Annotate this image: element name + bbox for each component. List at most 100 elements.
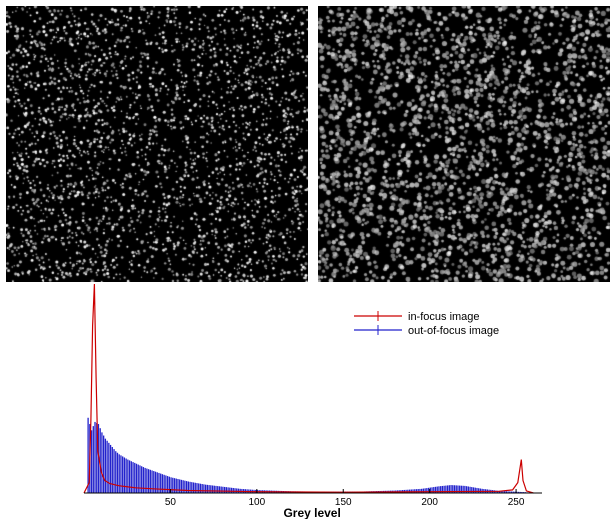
out-of-focus-bar <box>476 487 478 493</box>
out-of-focus-bar <box>450 485 452 493</box>
out-of-focus-bar <box>106 440 108 493</box>
out-of-focus-bar <box>96 422 98 493</box>
out-of-focus-bar <box>469 486 471 493</box>
out-of-focus-bar <box>505 491 508 493</box>
out-of-focus-bar <box>120 455 122 493</box>
out-of-focus-bar <box>464 485 466 493</box>
out-of-focus-bar <box>514 491 516 493</box>
out-of-focus-bar <box>459 485 461 493</box>
out-of-focus-bar <box>227 487 229 493</box>
out-of-focus-bar <box>87 417 89 493</box>
out-of-focus-bar <box>210 485 212 493</box>
x-tick-label: 50 <box>165 497 177 508</box>
out-of-focus-bar <box>503 491 506 493</box>
grey-level-histogram: 50 100 150 200 250 Grey level in-focus image… <box>83 283 542 519</box>
out-of-focus-bar <box>453 485 456 493</box>
out-of-focus-bar <box>457 485 459 493</box>
x-ticks: 50 100 150 200 250 <box>165 489 525 508</box>
out-of-focus-bar <box>192 482 195 493</box>
in-focus-line <box>83 283 534 494</box>
x-tick-label: 100 <box>248 497 265 508</box>
out-of-focus-bar <box>101 432 103 493</box>
out-of-focus-bar <box>441 485 444 493</box>
out-of-focus-bar <box>517 491 520 493</box>
out-of-focus-bar <box>414 489 416 493</box>
out-of-focus-bar <box>139 465 141 493</box>
out-of-focus-bar <box>172 477 174 493</box>
out-of-focus-bar <box>510 491 513 493</box>
out-of-focus-bar <box>500 490 502 493</box>
legend: in-focus image out-of-focus image <box>354 311 499 337</box>
out-of-focus-bar <box>452 485 454 493</box>
out-of-focus-bar <box>446 485 449 493</box>
out-of-focus-bar <box>471 487 473 493</box>
out-of-focus-bar <box>213 485 215 493</box>
out-of-focus-bar <box>147 469 150 493</box>
out-of-focus-bar <box>116 452 119 493</box>
out-of-focus-bar <box>236 488 238 493</box>
out-of-focus-bar <box>149 469 151 493</box>
out-of-focus-bar <box>134 462 136 493</box>
out-of-focus-bar <box>185 481 188 493</box>
out-of-focus-bar <box>230 487 233 493</box>
out-of-focus-bar <box>521 491 523 493</box>
out-of-focus-bar <box>427 487 430 493</box>
out-of-focus-bar <box>130 461 132 493</box>
out-of-focus-bar <box>507 491 509 493</box>
out-of-focus-bar <box>99 428 101 493</box>
out-of-focus-bars <box>87 417 532 493</box>
out-of-focus-bar <box>111 447 113 493</box>
out-of-focus-bar <box>122 456 124 493</box>
x-axis-label: Grey level <box>283 506 340 519</box>
out-of-focus-bar <box>90 430 93 493</box>
out-of-focus-bar <box>512 491 514 493</box>
x-tick-label: 250 <box>508 497 525 508</box>
out-of-focus-bar <box>166 476 169 493</box>
out-of-focus-bar <box>462 485 464 493</box>
legend-label: out-of-focus image <box>408 325 499 337</box>
out-of-focus-bar <box>217 486 219 493</box>
out-of-focus-bar <box>180 479 183 493</box>
out-of-focus-speckle-canvas <box>318 6 610 282</box>
out-of-focus-bar <box>223 486 226 493</box>
in-focus-speckle-image <box>6 6 308 282</box>
out-of-focus-bar <box>153 471 155 493</box>
out-of-focus-bar <box>94 421 96 493</box>
out-of-focus-bar <box>211 485 214 493</box>
out-of-focus-bar <box>203 484 205 493</box>
out-of-focus-bar <box>156 472 158 493</box>
out-of-focus-bar <box>502 491 504 493</box>
legend-label: in-focus image <box>408 311 480 323</box>
out-of-focus-bar <box>215 485 217 493</box>
out-of-focus-bar <box>151 470 153 493</box>
out-of-focus-bar <box>204 484 207 493</box>
out-of-focus-bar <box>472 487 475 493</box>
out-of-focus-bar <box>132 462 134 493</box>
out-of-focus-bar <box>208 485 210 493</box>
out-of-focus-bar <box>179 479 181 493</box>
out-of-focus-bar <box>445 485 447 493</box>
out-of-focus-bar <box>163 474 165 493</box>
out-of-focus-bar <box>141 466 143 493</box>
out-of-focus-bar <box>201 484 203 493</box>
out-of-focus-bar <box>127 459 129 493</box>
out-of-focus-bar <box>440 486 442 493</box>
out-of-focus-bar <box>154 471 157 493</box>
out-of-focus-bar <box>184 480 186 493</box>
in-focus-speckle-canvas <box>6 6 308 282</box>
out-of-focus-bar <box>170 477 172 493</box>
out-of-focus-bar <box>187 481 189 493</box>
out-of-focus-bar <box>474 487 476 493</box>
x-tick-label: 200 <box>421 497 438 508</box>
x-tick-label: 150 <box>335 497 352 508</box>
out-of-focus-bar <box>182 480 184 493</box>
out-of-focus-bar <box>232 487 234 493</box>
out-of-focus-bar <box>467 486 469 493</box>
out-of-focus-bar <box>479 488 482 493</box>
out-of-focus-bar <box>229 487 231 493</box>
out-of-focus-bar <box>433 487 435 493</box>
out-of-focus-bar <box>128 460 131 493</box>
out-of-focus-bar <box>516 491 518 493</box>
out-of-focus-bar <box>436 486 438 493</box>
out-of-focus-bar <box>422 488 425 493</box>
